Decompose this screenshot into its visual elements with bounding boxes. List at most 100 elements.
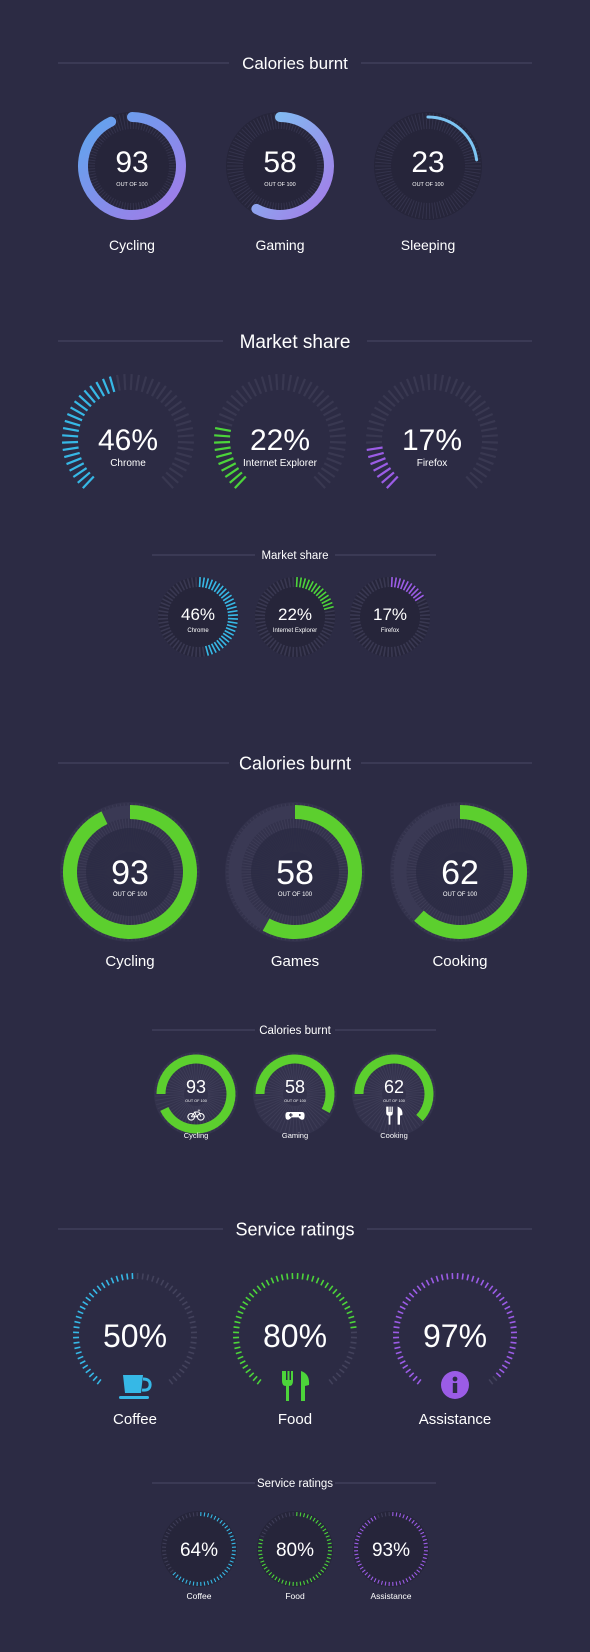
track-tick: [289, 1512, 290, 1516]
value-tick: [200, 577, 201, 587]
track-tick: [456, 382, 464, 396]
value-tick: [232, 1554, 236, 1555]
item-label: Chrome: [187, 628, 209, 634]
value-tick: [394, 1347, 400, 1348]
track-tick: [190, 1322, 196, 1323]
ring-chart: 17% Firefox: [350, 577, 430, 657]
info-bar: [453, 1383, 457, 1393]
value-tick: [511, 1342, 517, 1343]
track-tick: [293, 577, 294, 587]
track-tick: [435, 374, 436, 390]
track-tick: [385, 1512, 386, 1516]
value-tick: [76, 1316, 82, 1318]
value-tick: [106, 1280, 109, 1285]
track-tick: [200, 647, 201, 657]
value-text: 58: [263, 146, 296, 179]
value-text: 46%: [98, 424, 158, 457]
track-tick: [178, 442, 194, 443]
value-tick: [234, 1347, 240, 1348]
value-tick: [238, 1356, 244, 1358]
value-tick: [78, 1356, 84, 1358]
value-tick: [246, 1369, 251, 1373]
section-header: Calories burnt: [58, 54, 532, 73]
value-text: 62: [441, 854, 479, 892]
value-tick: [354, 1543, 358, 1544]
section-title: Calories burnt: [259, 1025, 331, 1037]
track-tick: [327, 458, 342, 464]
value-tick: [83, 1365, 88, 1368]
track-tick: [481, 448, 497, 450]
item-label: Coffee: [113, 1411, 157, 1428]
value-tick: [97, 1286, 101, 1291]
track-tick: [176, 453, 191, 457]
value-tick: [219, 458, 234, 464]
ring-chart: 93OUT OF 100Cycling: [154, 1052, 238, 1140]
value-tick: [499, 1297, 504, 1301]
value-tick: [398, 1311, 404, 1313]
value-text: 22%: [278, 605, 312, 624]
track-tick: [177, 448, 193, 450]
value-tick: [371, 458, 386, 464]
track-tick: [420, 619, 430, 620]
track-tick: [350, 1347, 356, 1348]
value-tick: [93, 1289, 97, 1293]
value-tick: [481, 1280, 484, 1285]
track-tick: [371, 414, 386, 420]
value-tick: [302, 1274, 303, 1280]
section-title: Market share: [261, 550, 328, 562]
value-tick: [78, 1311, 84, 1313]
item-label: Cycling: [184, 1131, 209, 1140]
cup-body: [123, 1375, 143, 1393]
value-tick: [70, 463, 84, 470]
track-tick: [299, 379, 305, 394]
value-text: 17%: [373, 605, 407, 624]
value-tick: [424, 1543, 428, 1544]
item-label: Firefox: [381, 628, 399, 634]
value-tick: [214, 435, 230, 436]
value-text: 58: [276, 854, 314, 892]
gauge-chart: 22%Internet Explorer: [214, 374, 346, 488]
track-tick: [182, 1365, 187, 1368]
value-text: 23: [411, 146, 444, 179]
ring-chart: 22%Internet Explorer: [255, 577, 335, 657]
value-tick: [392, 577, 393, 587]
value-tick: [510, 1347, 516, 1348]
value-text: 93: [115, 146, 148, 179]
track-tick: [169, 1379, 173, 1384]
fork-knife-icon: [282, 1371, 309, 1401]
ring-chart: 58OUT OF 100Gaming: [253, 1052, 337, 1140]
track-tick: [293, 647, 294, 657]
track-tick: [147, 1274, 148, 1280]
section-header: Calories burnt: [58, 753, 532, 773]
track-tick: [325, 615, 335, 616]
track-tick: [333, 1376, 337, 1380]
ring-chart: 62 OUT OF 100 Cooking: [390, 802, 530, 970]
track-tick: [476, 407, 490, 415]
sub-text: OUT OF 100: [116, 182, 147, 188]
gauge-chart: 50%Coffee: [73, 1273, 197, 1428]
value-tick: [80, 1361, 85, 1364]
track-tick: [276, 374, 277, 390]
value-tick: [257, 1286, 261, 1291]
value-tick: [65, 421, 80, 426]
value-tick: [396, 1512, 397, 1516]
track-tick: [414, 377, 418, 392]
track-tick: [131, 374, 132, 390]
track-tick: [482, 442, 498, 443]
value-tick: [485, 1283, 488, 1288]
track-tick: [187, 1311, 193, 1313]
track-tick: [147, 379, 153, 394]
track-tick: [162, 1543, 166, 1544]
track-tick: [176, 421, 191, 426]
section-title: Service ratings: [257, 1478, 333, 1490]
track-tick: [158, 615, 168, 616]
track-tick: [152, 382, 160, 396]
track-tick: [255, 379, 261, 394]
track-tick: [191, 1342, 197, 1343]
cup-handle: [142, 1379, 150, 1390]
value-tick: [328, 1543, 332, 1544]
value-tick: [266, 1280, 269, 1285]
pad-button: [299, 1114, 301, 1116]
track-tick: [392, 647, 393, 657]
sub-text: OUT OF 100: [185, 1099, 207, 1103]
